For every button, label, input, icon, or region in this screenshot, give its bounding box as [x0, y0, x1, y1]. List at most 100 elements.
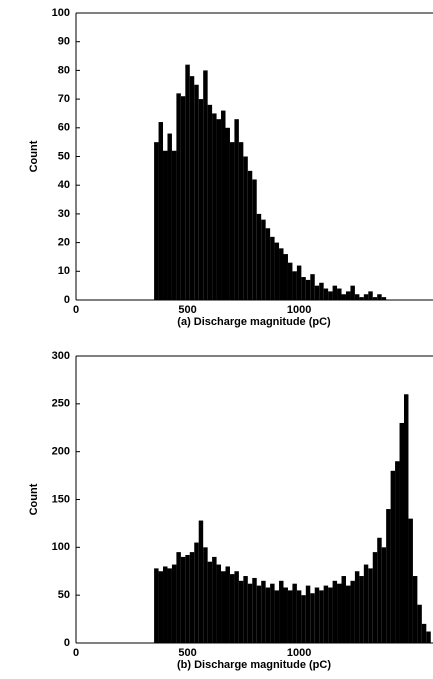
bar: [301, 595, 306, 643]
bar: [296, 265, 302, 300]
bar: [305, 585, 311, 643]
bar: [270, 236, 275, 300]
bar: [417, 604, 422, 643]
bar: [332, 285, 338, 300]
bar: [207, 104, 213, 300]
bar: [368, 291, 373, 300]
y-tick-label: 40: [58, 179, 70, 191]
bar: [345, 585, 351, 643]
bar: [256, 213, 262, 300]
x-tick-label: 1000: [287, 304, 311, 316]
bar: [252, 179, 257, 300]
bar: [296, 590, 302, 643]
y-axis-label: Count: [28, 483, 40, 515]
bar: [229, 574, 235, 643]
bar: [337, 583, 342, 643]
bar: [225, 127, 230, 300]
bar: [412, 576, 418, 643]
bar: [292, 271, 297, 300]
bar: [319, 590, 324, 643]
bar: [377, 294, 382, 300]
y-tick-label: 50: [58, 589, 70, 601]
bar: [363, 564, 369, 643]
bar: [203, 547, 208, 643]
bar: [323, 585, 329, 643]
bar: [372, 552, 378, 643]
bar: [350, 285, 355, 300]
x-axis-label: (a) Discharge magnitude (pC): [177, 316, 331, 328]
bar: [194, 542, 199, 643]
bar: [283, 587, 288, 643]
bar: [332, 580, 338, 643]
bar: [247, 170, 253, 300]
bar: [154, 142, 159, 300]
bar: [189, 76, 195, 300]
bar: [341, 294, 346, 300]
bar: [221, 571, 226, 643]
bar: [426, 631, 431, 643]
bar: [216, 564, 222, 643]
bar: [395, 461, 400, 643]
bar: [158, 571, 164, 643]
bar: [234, 119, 239, 300]
bar: [314, 285, 320, 300]
x-tick-label: 0: [73, 647, 79, 659]
bar: [314, 587, 320, 643]
bar: [310, 593, 315, 643]
bar: [171, 150, 177, 300]
bar: [216, 119, 222, 300]
y-tick-label: 200: [52, 446, 70, 458]
y-tick-label: 20: [58, 237, 70, 249]
bar: [256, 585, 262, 643]
bar: [341, 576, 346, 643]
bar: [163, 150, 168, 300]
bar: [171, 564, 177, 643]
bar: [167, 568, 172, 643]
y-tick-label: 90: [58, 36, 70, 48]
bar: [403, 394, 409, 643]
bar: [381, 297, 387, 300]
bar: [287, 590, 293, 643]
x-tick-label: 500: [178, 647, 196, 659]
bar: [176, 93, 181, 300]
bar: [359, 297, 364, 300]
bar: [238, 142, 244, 300]
bar: [167, 133, 172, 300]
y-tick-label: 100: [52, 7, 70, 19]
bar: [399, 422, 404, 643]
bar: [305, 279, 311, 300]
y-tick-label: 0: [64, 294, 70, 306]
bar: [194, 84, 199, 300]
y-tick-label: 60: [58, 122, 70, 134]
bar: [354, 294, 360, 300]
bar: [323, 288, 329, 300]
bar: [238, 580, 244, 643]
bar: [372, 297, 378, 300]
bar: [390, 470, 396, 643]
bar: [261, 219, 266, 300]
bar: [354, 571, 360, 643]
bar: [359, 576, 364, 643]
bar: [265, 587, 271, 643]
bar: [328, 587, 333, 643]
bar: [408, 518, 413, 643]
x-axis-label: (b) Discharge magnitude (pC): [177, 659, 331, 671]
bar: [301, 277, 306, 300]
bar: [310, 274, 315, 300]
y-axis-label: Count: [28, 140, 40, 172]
x-tick-label: 500: [178, 304, 196, 316]
bar: [279, 580, 284, 643]
bar: [229, 142, 235, 300]
bar: [283, 254, 288, 300]
y-tick-label: 300: [52, 350, 70, 362]
bar: [212, 113, 217, 300]
y-tick-label: 80: [58, 64, 70, 76]
bar: [270, 583, 275, 643]
bar: [381, 547, 387, 643]
y-tick-label: 30: [58, 208, 70, 220]
y-tick-label: 50: [58, 150, 70, 162]
bar: [292, 583, 297, 643]
bar: [319, 282, 324, 300]
bar: [221, 110, 226, 300]
